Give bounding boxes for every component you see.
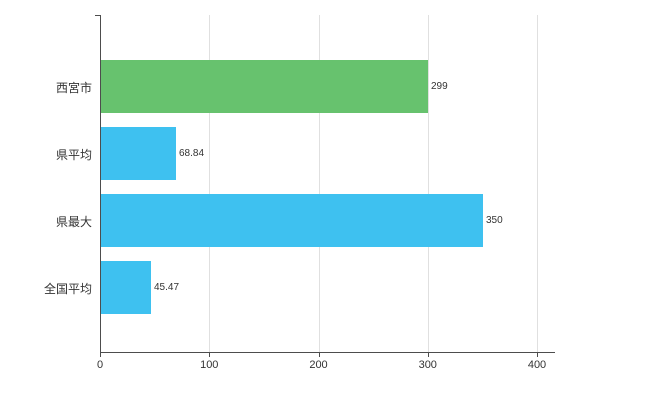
category-label: 県最大 bbox=[55, 214, 92, 229]
bar-value-label: 45.47 bbox=[154, 281, 180, 293]
x-axis-line bbox=[100, 352, 555, 353]
category-label: 全国平均 bbox=[43, 281, 92, 296]
x-axis-tick-label: 400 bbox=[527, 359, 547, 371]
x-axis-tick-label: 200 bbox=[309, 359, 328, 371]
x-axis-tick-label: 300 bbox=[418, 359, 437, 371]
bar-value-label: 68.84 bbox=[179, 147, 205, 159]
bar-3 bbox=[101, 261, 151, 314]
x-gridline bbox=[427, 15, 429, 352]
y-axis-top-tick bbox=[95, 15, 100, 16]
bar-value-label: 350 bbox=[486, 214, 503, 226]
bar-value-label: 299 bbox=[431, 80, 448, 92]
bar-2 bbox=[101, 194, 483, 247]
category-label: 西宮市 bbox=[55, 80, 92, 95]
category-label: 県平均 bbox=[55, 147, 92, 162]
bar-0 bbox=[101, 60, 428, 113]
x-axis-tick bbox=[427, 352, 429, 357]
bar-1 bbox=[101, 127, 176, 180]
x-gridline bbox=[537, 15, 538, 352]
x-axis-tick bbox=[318, 352, 320, 357]
y-axis-line bbox=[100, 15, 101, 353]
x-gridline bbox=[209, 15, 211, 352]
x-axis-tick bbox=[100, 352, 101, 357]
x-axis-tick bbox=[209, 352, 211, 357]
x-axis-tick bbox=[537, 352, 538, 357]
x-gridline bbox=[318, 15, 320, 352]
x-axis-tick-label: 100 bbox=[200, 359, 219, 371]
x-axis-tick-label: 0 bbox=[96, 359, 104, 371]
